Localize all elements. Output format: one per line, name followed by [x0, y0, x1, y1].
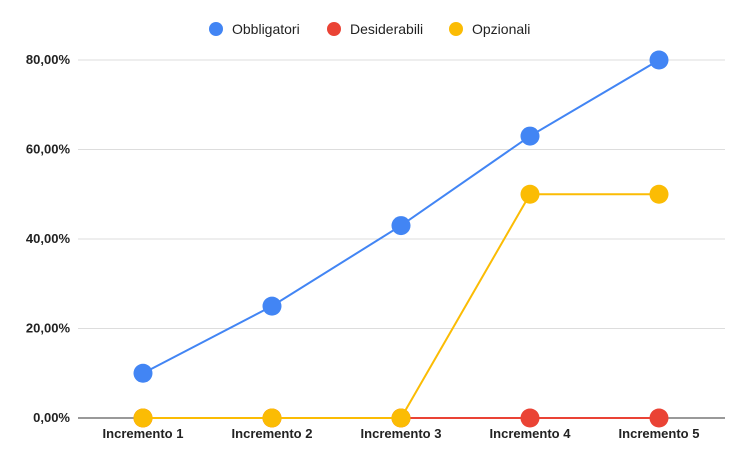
y-tick-label: 80,00%: [26, 52, 71, 67]
x-tick-label: Incremento 3: [361, 426, 442, 441]
x-axis: Incremento 1 Incremento 2 Incremento 3 Incr…: [103, 426, 700, 441]
legend-item: Obbligatori: [209, 21, 300, 37]
grid-lines: [78, 59, 725, 419]
data-point: [391, 408, 411, 428]
legend-marker-icon: [327, 22, 341, 36]
y-tick-label: 60,00%: [26, 142, 71, 157]
legend-label: Desiderabili: [350, 21, 423, 37]
legend-item: Opzionali: [449, 21, 530, 37]
y-tick-label: 0,00%: [33, 410, 70, 425]
data-point: [649, 184, 669, 204]
legend-label: Opzionali: [472, 21, 530, 37]
series-obbligatori: [133, 50, 669, 383]
series-lines: [133, 50, 669, 428]
data-point: [391, 216, 411, 236]
legend: Obbligatori Desiderabili Opzionali: [209, 21, 530, 37]
data-point: [520, 126, 540, 146]
x-tick-label: Incremento 4: [490, 426, 572, 441]
x-tick-label: Incremento 2: [232, 426, 313, 441]
y-axis: 0,00% 20,00% 40,00% 60,00% 80,00%: [26, 52, 71, 425]
y-tick-label: 40,00%: [26, 231, 71, 246]
y-tick-label: 20,00%: [26, 321, 71, 336]
data-point: [133, 408, 153, 428]
data-point: [262, 408, 282, 428]
legend-item: Desiderabili: [327, 21, 423, 37]
data-point: [520, 184, 540, 204]
series-opzionali: [133, 184, 669, 428]
data-point: [262, 296, 282, 316]
legend-marker-icon: [209, 22, 223, 36]
data-point: [520, 408, 540, 428]
legend-marker-icon: [449, 22, 463, 36]
x-tick-label: Incremento 5: [619, 426, 700, 441]
data-point: [133, 363, 153, 383]
data-point: [649, 50, 669, 70]
data-point: [649, 408, 669, 428]
x-tick-label: Incremento 1: [103, 426, 184, 441]
legend-label: Obbligatori: [232, 21, 300, 37]
